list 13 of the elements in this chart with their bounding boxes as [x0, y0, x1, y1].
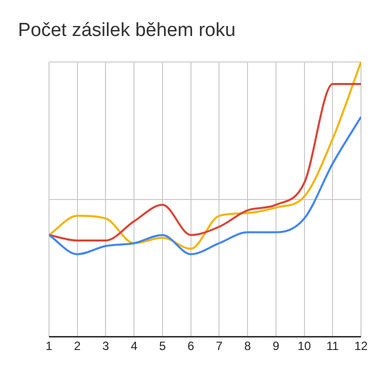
x-tick-label: 10	[298, 339, 312, 354]
x-tick-label: 7	[216, 339, 223, 354]
x-tick-label: 5	[159, 339, 166, 354]
x-tick-label: 6	[187, 339, 194, 354]
x-tick-label: 11	[326, 339, 340, 354]
x-tick-label: 4	[130, 339, 138, 354]
x-tick-label: 9	[272, 339, 280, 354]
x-tick-label: 2	[74, 339, 82, 354]
x-tick-label: 1	[46, 339, 53, 354]
x-tick-label: 8	[244, 339, 252, 354]
x-tick-label: 3	[102, 339, 110, 354]
chart-title: Počet zásilek během roku	[18, 20, 236, 42]
x-tick-label: 12	[354, 339, 368, 354]
